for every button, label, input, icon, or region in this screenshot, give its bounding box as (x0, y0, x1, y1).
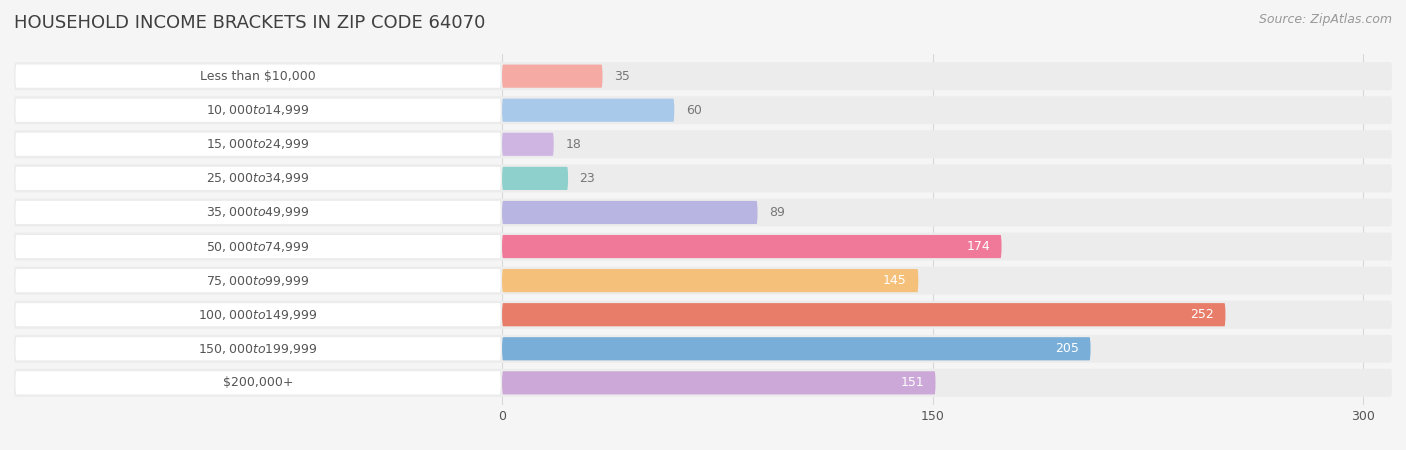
FancyBboxPatch shape (15, 303, 501, 326)
Text: $200,000+: $200,000+ (222, 376, 294, 389)
FancyBboxPatch shape (502, 235, 1001, 258)
FancyBboxPatch shape (502, 371, 935, 395)
Text: Source: ZipAtlas.com: Source: ZipAtlas.com (1258, 14, 1392, 27)
Text: $50,000 to $74,999: $50,000 to $74,999 (207, 239, 309, 253)
FancyBboxPatch shape (15, 201, 501, 224)
FancyBboxPatch shape (14, 62, 1392, 90)
Text: 205: 205 (1054, 342, 1078, 355)
FancyBboxPatch shape (14, 267, 1392, 295)
Text: $15,000 to $24,999: $15,000 to $24,999 (207, 137, 309, 151)
FancyBboxPatch shape (502, 99, 675, 122)
FancyBboxPatch shape (14, 96, 1392, 124)
Text: 23: 23 (579, 172, 595, 185)
FancyBboxPatch shape (15, 235, 501, 258)
FancyBboxPatch shape (502, 269, 918, 292)
FancyBboxPatch shape (14, 335, 1392, 363)
Text: 151: 151 (900, 376, 924, 389)
FancyBboxPatch shape (15, 371, 501, 395)
FancyBboxPatch shape (15, 167, 501, 190)
Text: 89: 89 (769, 206, 785, 219)
Text: 35: 35 (614, 70, 630, 83)
FancyBboxPatch shape (14, 301, 1392, 328)
Text: $150,000 to $199,999: $150,000 to $199,999 (198, 342, 318, 356)
FancyBboxPatch shape (502, 201, 758, 224)
Text: $35,000 to $49,999: $35,000 to $49,999 (207, 206, 309, 220)
FancyBboxPatch shape (14, 198, 1392, 226)
FancyBboxPatch shape (15, 64, 501, 88)
FancyBboxPatch shape (14, 164, 1392, 192)
Text: $100,000 to $149,999: $100,000 to $149,999 (198, 308, 318, 322)
FancyBboxPatch shape (14, 233, 1392, 261)
FancyBboxPatch shape (14, 369, 1392, 397)
FancyBboxPatch shape (15, 133, 501, 156)
Text: 60: 60 (686, 104, 702, 117)
Text: HOUSEHOLD INCOME BRACKETS IN ZIP CODE 64070: HOUSEHOLD INCOME BRACKETS IN ZIP CODE 64… (14, 14, 485, 32)
FancyBboxPatch shape (15, 99, 501, 122)
Text: 145: 145 (883, 274, 907, 287)
FancyBboxPatch shape (502, 167, 568, 190)
Text: 18: 18 (565, 138, 581, 151)
Text: $25,000 to $34,999: $25,000 to $34,999 (207, 171, 309, 185)
FancyBboxPatch shape (14, 130, 1392, 158)
Text: $10,000 to $14,999: $10,000 to $14,999 (207, 103, 309, 117)
FancyBboxPatch shape (502, 64, 603, 88)
FancyBboxPatch shape (502, 133, 554, 156)
Text: 174: 174 (966, 240, 990, 253)
FancyBboxPatch shape (502, 337, 1091, 360)
Text: Less than $10,000: Less than $10,000 (200, 70, 316, 83)
FancyBboxPatch shape (15, 337, 501, 360)
Text: 252: 252 (1191, 308, 1213, 321)
FancyBboxPatch shape (502, 303, 1226, 326)
FancyBboxPatch shape (15, 269, 501, 292)
Text: $75,000 to $99,999: $75,000 to $99,999 (207, 274, 309, 288)
